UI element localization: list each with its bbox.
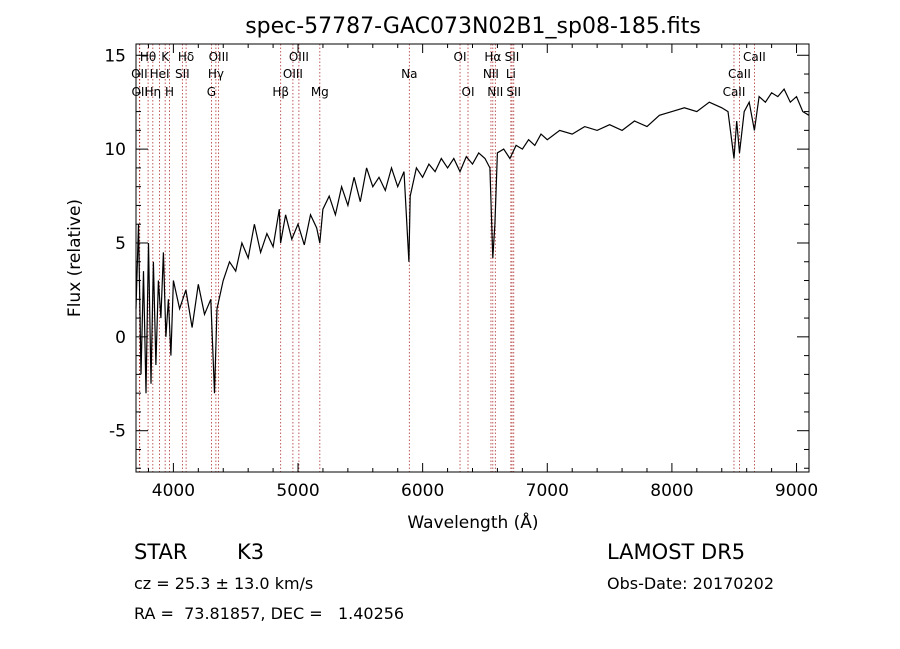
coordinates: RA = 73.81857, DEC = 1.40256	[134, 604, 405, 623]
line-marker-label: K	[161, 50, 170, 64]
x-tick-label: 7000	[526, 481, 569, 501]
spectrum-line	[135, 87, 810, 394]
y-tick-label: 5	[115, 234, 126, 254]
object-type: STAR	[134, 540, 188, 564]
x-tick-label: 4000	[152, 481, 195, 501]
x-tick-label: 9000	[775, 481, 818, 501]
line-marker-label: SII	[175, 67, 190, 81]
line-marker-label: OI	[462, 85, 475, 99]
x-tick-label: 5000	[276, 481, 319, 501]
line-marker-label: OI	[454, 50, 467, 64]
line-marker-label: HeI	[150, 67, 170, 81]
line-marker-label: CaII	[743, 50, 766, 64]
line-marker-label: CaII	[728, 67, 751, 81]
line-marker-label: OIII	[283, 67, 303, 81]
line-marker-label: Hγ	[208, 67, 224, 81]
x-axis: 4000 5000 6000 7000 8000 9000	[147, 44, 818, 501]
object-subclass: K3	[237, 540, 265, 564]
spectral-line-markers	[138, 44, 755, 472]
y-tick-label: 15	[104, 46, 126, 66]
line-marker-label: SII	[505, 50, 520, 64]
x-tick-label: 8000	[650, 481, 693, 501]
line-marker-label: CaII	[723, 85, 746, 99]
redshift-value: cz = 25.3 ± 13.0 km/s	[134, 574, 314, 593]
y-tick-label: -5	[109, 422, 126, 442]
line-marker-label: SII	[506, 85, 521, 99]
x-axis-label: Wavelength (Å)	[407, 511, 538, 533]
line-marker-label: Hα	[484, 50, 501, 64]
line-marker-label: Hθ	[140, 50, 156, 64]
line-marker-label: NII	[487, 85, 503, 99]
line-marker-label: OIII	[289, 50, 309, 64]
plot-frame	[135, 43, 810, 473]
line-marker-label: Hη	[145, 85, 162, 99]
line-marker-label: H	[165, 85, 174, 99]
line-marker-label: OIII	[209, 50, 229, 64]
line-marker-label: Hδ	[178, 50, 194, 64]
y-axis: -5 0 5 10 15	[104, 46, 809, 469]
line-marker-label: NII	[483, 67, 499, 81]
x-tick-label: 6000	[401, 481, 444, 501]
chart-title: spec-57787-GAC073N02B1_sp08-185.fits	[245, 14, 701, 39]
y-tick-label: 10	[104, 140, 126, 160]
line-marker-label: Li	[506, 67, 516, 81]
y-axis-label: Flux (relative)	[65, 199, 85, 317]
survey-name: LAMOST DR5	[607, 540, 746, 564]
y-tick-label: 0	[115, 328, 126, 348]
observation-date: Obs-Date: 20170202	[607, 574, 775, 593]
line-marker-label: G	[207, 85, 216, 99]
line-marker-label: Na	[401, 67, 417, 81]
line-marker-label: Hβ	[272, 85, 289, 99]
line-marker-label: Mg	[311, 85, 329, 99]
